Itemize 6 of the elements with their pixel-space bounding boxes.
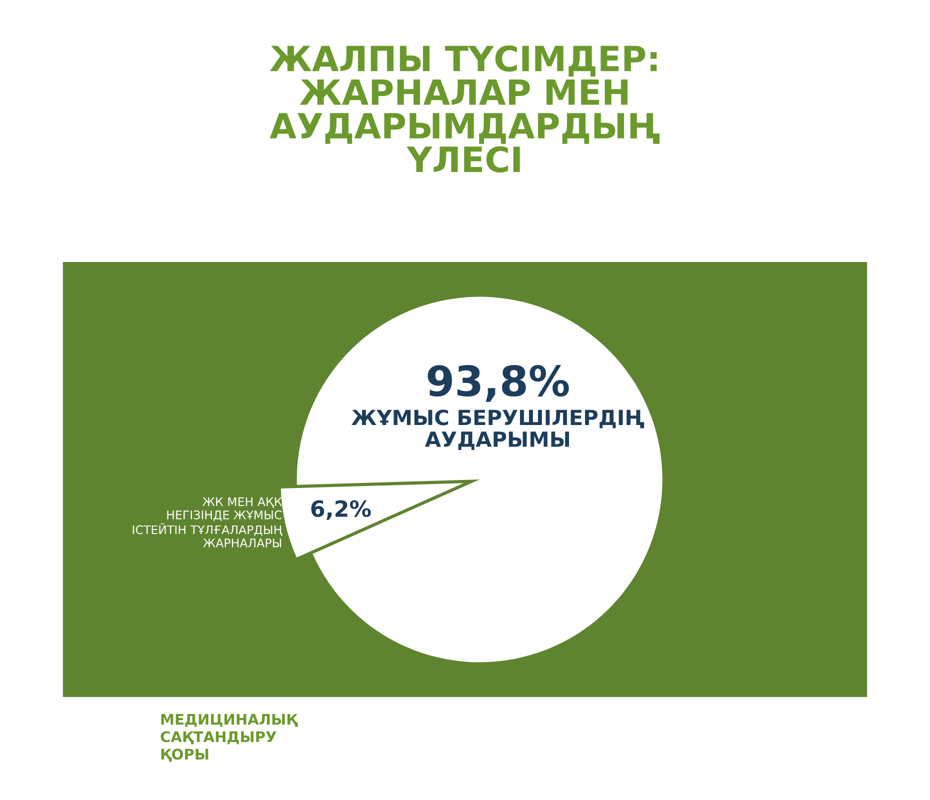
- slice-label: ЖҰМЫС БЕРУШІЛЕРДІҢ АУДАРЫМЫ: [352, 410, 644, 450]
- chart-title: ЖАЛПЫ ТҮСІМДЕР: ЖАРНАЛАР МЕН АУДАРЫМДАРДЫҢ ҮЛЕСІ: [270, 45, 660, 172]
- slice-label: ЖК МЕН АҚК НЕГІЗІНДЕ ЖҰМЫС ІСТЕЙТІН ТҰЛҒАЛАРДЫҢ ЖАРНАЛАРЫ: [132, 497, 282, 548]
- text: МЕДИЦИНАЛЫҚ САҚТАНДЫРУ ҚОРЫ: [160, 714, 298, 762]
- data-label: 93,8%: [428, 365, 569, 402]
- data-label: 6,2%: [311, 500, 371, 520]
